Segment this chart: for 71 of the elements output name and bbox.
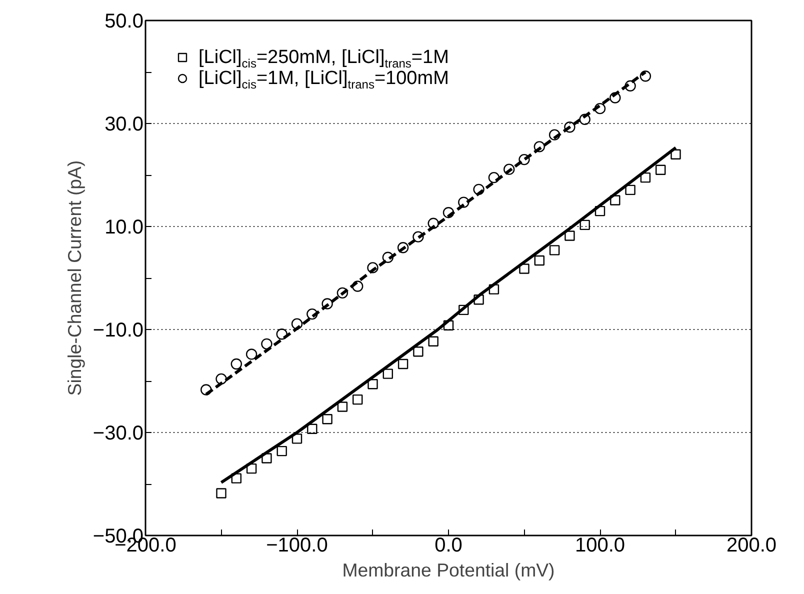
y-axis-title: Single-Channel Current (pA) [64,160,85,396]
point [337,402,348,412]
point [443,320,454,330]
point [428,336,438,346]
point [322,298,333,310]
point [548,129,560,140]
point [368,378,378,390]
point [336,287,348,299]
x-tick-label: 100.0 [574,534,626,556]
point [594,102,606,114]
point [624,80,636,92]
point [640,172,651,183]
point [292,434,302,444]
x-tick-label: −100.0 [266,534,328,556]
point [458,304,469,316]
point [307,424,318,434]
x-tick-label: 0.0 [434,534,462,556]
point [262,453,272,464]
point [610,195,620,206]
x-tick-label: 200.0 [726,534,777,556]
point [246,463,257,474]
point [216,373,227,385]
point [610,92,621,104]
point [534,255,544,266]
point [291,318,303,330]
point [564,230,575,241]
y-tick-label: 10.0 [104,216,144,238]
point [397,242,409,254]
point [474,294,484,305]
point [549,245,560,256]
point [473,184,484,196]
point [276,328,288,340]
point [398,358,408,370]
point [488,284,500,294]
point [428,218,439,229]
point [413,346,424,357]
point [488,172,500,184]
point [412,231,424,242]
point [442,207,454,218]
point [261,338,272,350]
point [656,164,666,175]
point [534,141,545,152]
point [580,220,590,230]
y-tick-label: −10.0 [92,320,144,342]
point [216,488,226,498]
point [504,164,515,175]
x-axis-title: Membrane Potential (mV) [342,560,555,580]
point [231,473,242,484]
point [352,394,363,405]
point [200,384,212,396]
point [276,446,287,456]
point [382,252,394,263]
point [352,280,364,292]
point [564,122,576,133]
y-tick-label: 50.0 [104,10,144,32]
point [382,368,393,379]
point [640,70,652,82]
y-tick-label: 30.0 [104,114,144,136]
point [458,196,470,208]
point [579,114,590,125]
point [322,414,332,424]
point [625,184,636,196]
point [594,206,606,216]
point [519,264,530,274]
point [670,149,681,160]
point [306,308,318,320]
y-tick-label: −30.0 [92,422,144,444]
point [246,348,258,360]
point [518,154,530,166]
point [367,262,378,274]
point [230,358,242,370]
